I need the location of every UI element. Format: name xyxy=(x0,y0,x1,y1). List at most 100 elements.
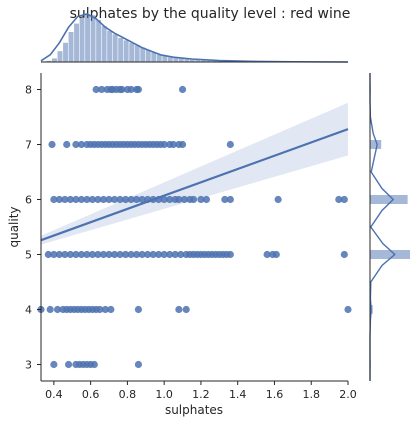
scatter-point xyxy=(72,140,80,149)
scatter-point xyxy=(64,360,73,369)
marginal-x-bar xyxy=(206,60,212,62)
regression-line xyxy=(40,128,349,242)
y-tick-label: 4 xyxy=(25,304,32,317)
scatter-point xyxy=(90,360,98,369)
marginal-x-bar xyxy=(151,52,157,62)
scatter-point xyxy=(171,250,179,259)
scatter-point xyxy=(197,195,205,204)
marginal-x-bar xyxy=(118,38,124,62)
marginal-x-bar xyxy=(173,57,179,62)
scatter-point xyxy=(72,250,80,259)
scatter-point xyxy=(110,195,119,204)
scatter-point xyxy=(202,195,211,204)
scatter-point xyxy=(88,250,97,259)
scatter-point xyxy=(182,305,190,314)
y-tick-label: 7 xyxy=(25,139,32,152)
marginal-x-bar xyxy=(46,60,52,62)
marginal-y-bar xyxy=(370,140,382,149)
scatter-point xyxy=(94,195,102,204)
marginal-x-bar xyxy=(107,30,113,62)
scatter-point xyxy=(180,195,188,204)
x-tick-label: 1.4 xyxy=(229,388,247,401)
marginal-x-bar xyxy=(63,42,68,62)
scatter-point xyxy=(61,195,69,204)
scatter-point xyxy=(149,250,157,259)
scatter-point xyxy=(46,305,54,314)
scatter-point xyxy=(178,140,187,149)
scatter-point xyxy=(101,305,109,314)
scatter-point xyxy=(340,195,348,204)
scatter-point xyxy=(226,195,234,204)
marginal-x-bar xyxy=(68,32,74,62)
x-tick-label: 1.6 xyxy=(266,388,284,401)
y-tick-label: 6 xyxy=(25,194,32,207)
scatter-point xyxy=(226,250,234,259)
scatter-point xyxy=(160,140,168,149)
scatter-point xyxy=(107,305,115,314)
scatter-point xyxy=(226,140,234,149)
x-tick-label: 2.0 xyxy=(339,388,357,401)
marginal-x-bar xyxy=(167,57,173,62)
marginal-x-bar xyxy=(129,42,135,62)
scatter-point xyxy=(118,85,126,94)
scatter-point xyxy=(61,250,69,259)
marginal-x-bar xyxy=(134,45,140,62)
y-axis-label: quality xyxy=(7,206,21,247)
scatter-point xyxy=(221,195,229,204)
marginal-x-bar xyxy=(162,56,168,62)
scatter-point xyxy=(50,360,58,369)
scatter-points xyxy=(37,85,352,369)
marginal-x-bar xyxy=(57,51,63,62)
scatter-point xyxy=(274,195,282,204)
scatter-point xyxy=(132,250,141,259)
marginal-x-bar xyxy=(52,58,57,62)
scatter-point xyxy=(121,195,130,204)
scatter-point xyxy=(105,195,113,204)
scatter-point xyxy=(53,305,62,314)
scatter-point xyxy=(99,195,108,204)
marginal-y-histogram xyxy=(369,73,410,381)
chart-title: sulphates by the quality level : red win… xyxy=(70,6,351,22)
scatter-point xyxy=(263,250,271,259)
scatter-point xyxy=(83,250,91,259)
marginal-x-bar xyxy=(189,59,195,62)
marginal-x-bar xyxy=(200,60,206,62)
scatter-point xyxy=(96,305,104,314)
scatter-point xyxy=(127,85,135,94)
scatter-point xyxy=(138,250,146,259)
y-tick-label: 3 xyxy=(25,359,32,372)
scatter-point xyxy=(116,195,124,204)
scatter-point xyxy=(77,250,86,259)
marginal-x-bar xyxy=(195,59,201,62)
marginal-x-bar xyxy=(74,23,80,63)
scatter-point xyxy=(88,195,97,204)
scatter-point xyxy=(127,195,135,204)
scatter-point xyxy=(83,195,91,204)
scatter-point xyxy=(344,305,352,314)
marginal-x-bar xyxy=(96,20,102,62)
scatter-point xyxy=(177,250,185,259)
scatter-point xyxy=(44,250,52,259)
scatter-point xyxy=(72,195,80,204)
marginal-x-bar xyxy=(211,60,217,62)
scatter-point xyxy=(166,250,174,259)
marginal-x-bar xyxy=(101,26,107,62)
marginal-x-bar xyxy=(156,54,162,62)
scatter-point xyxy=(55,250,63,259)
marginal-x-bar xyxy=(90,15,96,62)
scatter-point xyxy=(50,250,58,259)
scatter-point xyxy=(166,195,174,204)
scatter-point xyxy=(138,195,146,204)
marginal-x-bar xyxy=(140,47,146,62)
x-tick-labels: 0.4 0.6 0.8 1.0 1.2 1.4 1.6 1.8 2.0 xyxy=(45,381,357,401)
scatter-point xyxy=(178,85,187,94)
scatter-point xyxy=(63,140,71,149)
scatter-point xyxy=(160,250,168,259)
scatter-point xyxy=(155,250,163,259)
marginal-x-kde xyxy=(40,13,349,63)
scatter-point xyxy=(105,250,113,259)
scatter-point xyxy=(116,250,124,259)
x-tick-label: 0.8 xyxy=(119,388,137,401)
scatter-point xyxy=(175,305,183,314)
scatter-point xyxy=(169,140,177,149)
